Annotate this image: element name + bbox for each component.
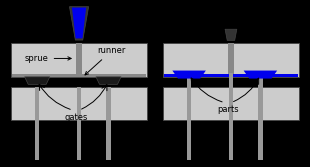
Bar (187, 120, 191, 160)
Text: sprue: sprue (25, 54, 71, 63)
Text: parts: parts (217, 105, 239, 114)
Bar (12, 74, 146, 77)
Bar (76, 20, 82, 40)
Bar (11, 87, 147, 120)
Text: gates: gates (64, 113, 88, 122)
Bar (77, 120, 81, 160)
Bar (229, 120, 233, 160)
Polygon shape (72, 8, 86, 38)
Bar (77, 87, 81, 121)
Bar (229, 73, 233, 120)
Bar (228, 43, 234, 77)
Bar (258, 73, 263, 120)
Polygon shape (225, 29, 237, 40)
Bar (163, 43, 299, 77)
Bar (106, 87, 111, 121)
Bar (163, 87, 299, 120)
Polygon shape (69, 7, 89, 40)
Polygon shape (96, 77, 121, 84)
Bar (106, 120, 111, 160)
Bar (35, 87, 39, 121)
Bar (258, 120, 263, 160)
Bar (187, 73, 191, 120)
Bar (11, 43, 147, 77)
Bar (164, 74, 298, 77)
Bar (76, 43, 82, 77)
Polygon shape (244, 70, 277, 79)
Text: runner: runner (85, 46, 126, 75)
Polygon shape (172, 70, 206, 79)
Polygon shape (24, 77, 50, 84)
Bar (35, 120, 39, 160)
